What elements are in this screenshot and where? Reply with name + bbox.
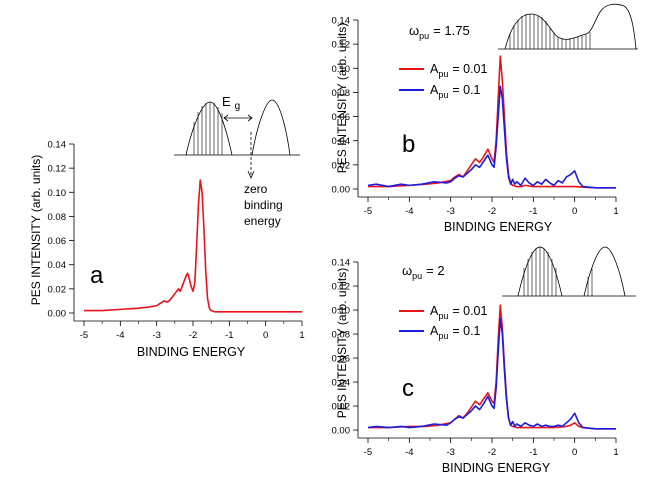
x-tick-label-a: -3 xyxy=(152,330,160,341)
x-tick-label-b: -1 xyxy=(529,206,537,217)
y-tick-label-c: 0.00 xyxy=(332,426,351,437)
ylabel-b: PES INTENSITY (arb. units) xyxy=(335,23,349,174)
xlabel-c: BINDING ENERGY xyxy=(442,461,551,475)
inset-empty-band-c xyxy=(583,246,626,297)
panel-label-a: a xyxy=(90,262,104,289)
x-tick-label-a: 0 xyxy=(263,330,268,341)
plot-a: -5 -4 -3 -2 -1 0 1 0.00 0.02 0.04 0.06 0.08 0.10 0.12… xyxy=(48,140,305,342)
y-tick-label-c: 0.08 xyxy=(332,330,351,341)
inset-occupied-band-a xyxy=(185,101,233,156)
y-tick-label-a: 0.02 xyxy=(48,284,67,295)
ylabel-a: PES INTENSITY (arb. units) xyxy=(29,155,43,306)
y-tick-label-c: 0.06 xyxy=(332,354,351,365)
inset-empty-band-a xyxy=(251,99,291,156)
inset-band-shape-b xyxy=(504,3,637,50)
inset-hatching-b xyxy=(509,14,591,49)
inset-hatching-c xyxy=(523,247,593,296)
y-tick-label-b: 0.00 xyxy=(332,185,351,196)
y-tick-label-a: 0.08 xyxy=(48,212,67,223)
panel-b: b PES INTENSITY (arb. units) BINDING ENE… xyxy=(335,3,638,234)
x-tick-label-c: 1 xyxy=(613,447,618,458)
omega-label-c: ωpu = 2 xyxy=(402,263,445,281)
y-tick-label-c: 0.12 xyxy=(332,282,351,293)
inset-schematic-c xyxy=(502,246,636,297)
series-line-c-1 xyxy=(367,317,616,430)
legend-entry-blue-b: Apu = 0.1 xyxy=(430,83,481,100)
y-tick-label-a: 0.12 xyxy=(48,164,67,175)
y-tick-label-b: 0.02 xyxy=(332,160,351,171)
legend-b: Apu = 0.01 Apu = 0.1 xyxy=(399,62,488,100)
y-tick-label-b: 0.12 xyxy=(332,40,351,51)
legend-entry-blue-c: Apu = 0.1 xyxy=(430,324,481,341)
y-tick-label-a: 0.00 xyxy=(48,309,67,320)
plot-b: -5 -4 -3 -2 -1 0 1 0.00 0.02 0.04 0.06 0.08 0.10 0.12… xyxy=(332,16,619,218)
series-line-b-0 xyxy=(368,55,616,189)
legend-entry-red-c: Apu = 0.01 xyxy=(430,304,488,321)
panel-a: a PES INTENSITY (arb. units) BINDING ENE… xyxy=(29,94,300,359)
panel-label-c: c xyxy=(402,375,414,402)
ylabel-c: PES INTENSITY (arb. units) xyxy=(335,268,349,419)
zero-label-line-2: binding xyxy=(244,198,283,212)
x-tick-label-b: -2 xyxy=(488,206,496,217)
y-tick-label-c: 0.10 xyxy=(332,306,351,317)
inset-hatching-a xyxy=(193,102,223,155)
x-tick-label-a: -5 xyxy=(80,330,88,341)
legend-c: Apu = 0.01 Apu = 0.1 xyxy=(399,304,488,341)
x-tick-label-b: 0 xyxy=(572,206,577,217)
series-line-c-0 xyxy=(368,304,616,430)
y-tick-label-b: 0.04 xyxy=(332,136,351,147)
legend-entry-red-b: Apu = 0.01 xyxy=(430,62,488,79)
xlabel-b: BINDING ENERGY xyxy=(444,220,553,234)
panel-c: c PES INTENSITY (arb. units) BINDING ENE… xyxy=(335,246,636,475)
x-tick-label-c: -3 xyxy=(446,447,454,458)
y-tick-label-b: 0.14 xyxy=(332,16,351,27)
x-tick-label-b: -3 xyxy=(446,206,454,217)
x-tick-label-a: -4 xyxy=(116,330,124,341)
plot-c: -5 -4 -3 -2 -1 0 1 0.00 0.02 0.04 0.06 0.08 0.10 0.12… xyxy=(332,258,619,459)
inset-schematic-b xyxy=(498,3,638,50)
x-tick-label-a: -1 xyxy=(225,330,233,341)
series-line-a-0 xyxy=(84,179,302,313)
omega-label-b: ωpu = 1.75 xyxy=(409,23,470,41)
x-tick-label-c: -2 xyxy=(488,447,496,458)
y-tick-label-b: 0.08 xyxy=(332,88,351,99)
y-tick-label-b: 0.06 xyxy=(332,112,351,123)
x-tick-label-a: 1 xyxy=(299,330,304,341)
x-tick-label-c: -5 xyxy=(364,447,372,458)
zero-label-line-1: zero xyxy=(244,182,268,196)
y-tick-label-b: 0.10 xyxy=(332,64,351,75)
y-tick-label-a: 0.06 xyxy=(48,236,67,247)
xlabel-a: BINDING ENERGY xyxy=(137,345,246,359)
series-line-b-1 xyxy=(367,85,616,189)
panel-label-b: b xyxy=(402,131,415,158)
y-tick-label-a: 0.14 xyxy=(48,140,67,151)
x-tick-label-c: -4 xyxy=(405,447,413,458)
x-tick-label-b: 1 xyxy=(613,206,618,217)
zero-label-line-3: energy xyxy=(244,214,281,228)
y-tick-label-a: 0.10 xyxy=(48,188,67,199)
plot-areas: -5 -4 -3 -2 -1 0 1 0.00 0.02 0.04 0.06 0.08 0.10 0.12… xyxy=(48,16,619,459)
y-tick-label-c: 0.02 xyxy=(332,402,351,413)
y-tick-label-c: 0.04 xyxy=(332,378,351,389)
x-tick-label-b: -5 xyxy=(364,206,372,217)
x-tick-label-b: -4 xyxy=(405,206,413,217)
y-tick-label-c: 0.14 xyxy=(332,258,351,269)
x-tick-label-a: -2 xyxy=(189,330,197,341)
y-tick-label-a: 0.04 xyxy=(48,260,67,271)
x-tick-label-c: -1 xyxy=(529,447,537,458)
x-tick-label-c: 0 xyxy=(572,447,577,458)
